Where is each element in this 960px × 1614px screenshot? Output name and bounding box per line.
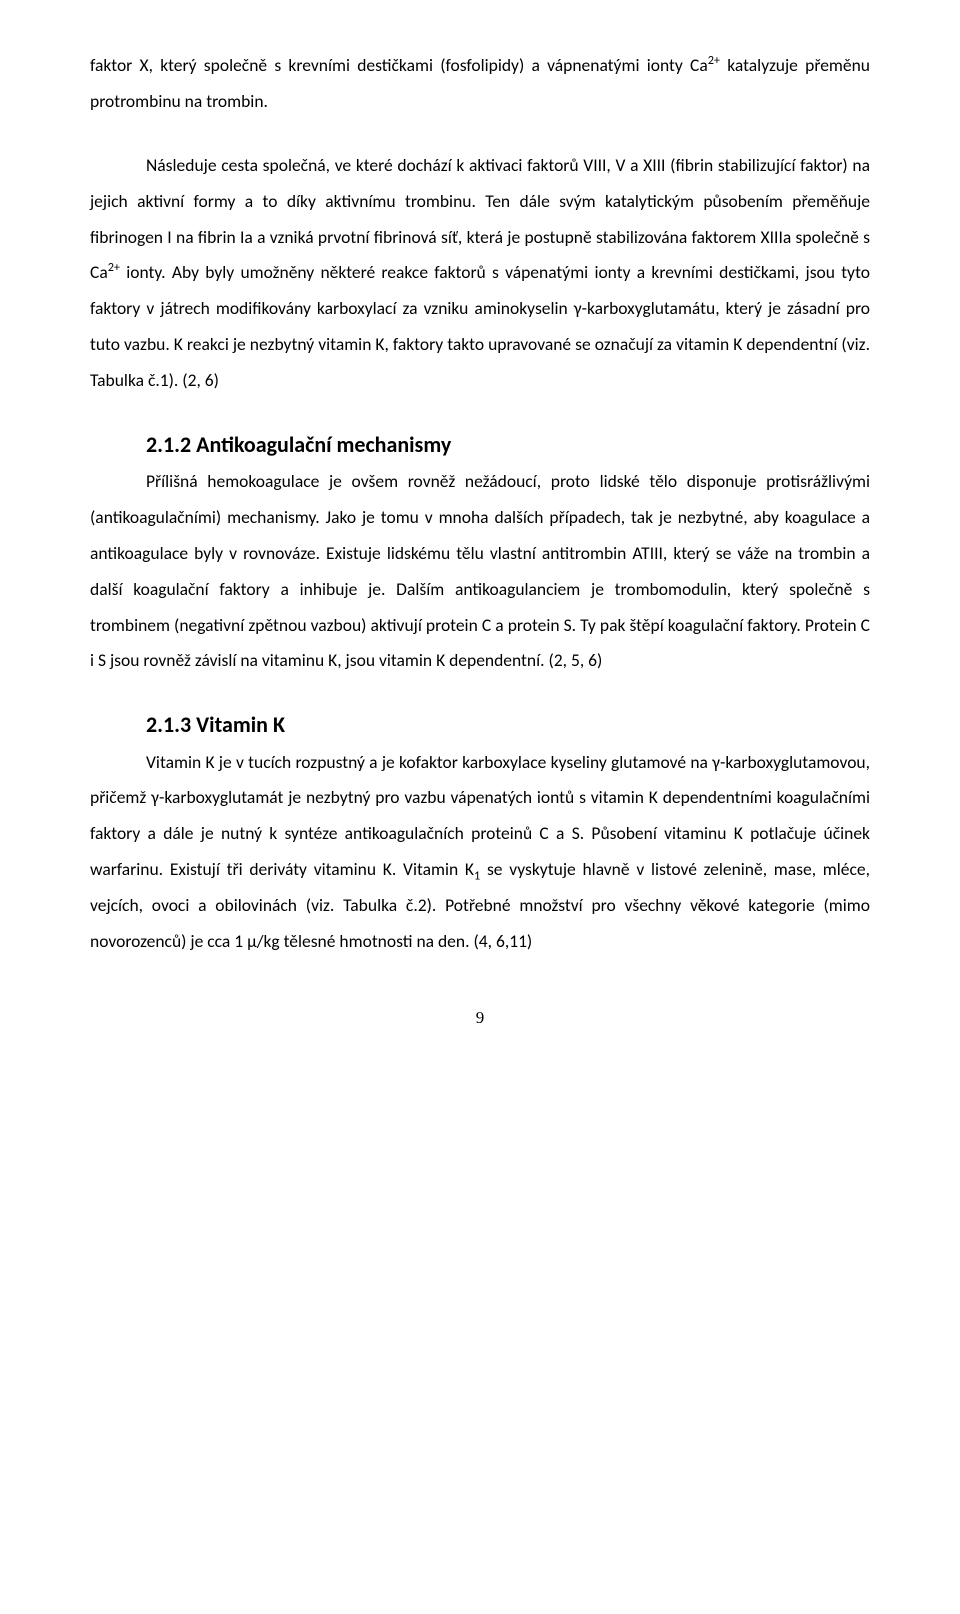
page-number: 9 xyxy=(90,1008,870,1028)
paragraph-common-path: Následuje cesta společná, ve které dochá… xyxy=(90,148,870,399)
paragraph-anticoag: Přílišná hemokoagulace je ovšem rovněž n… xyxy=(90,464,870,679)
heading-2-1-2: 2.1.2 Antikoagulační mechanismy xyxy=(90,427,870,462)
heading-2-1-3: 2.1.3 Vitamin K xyxy=(90,707,870,742)
paragraph-vitamin-k: Vitamin K je v tucích rozpustný a je kof… xyxy=(90,745,870,960)
paragraph-intro-cont: faktor X, který společně s krevními dest… xyxy=(90,48,870,120)
